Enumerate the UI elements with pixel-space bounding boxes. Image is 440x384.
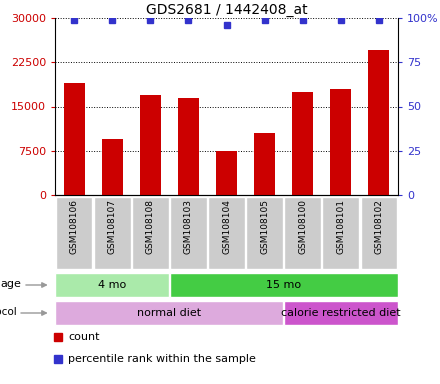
Bar	[330, 89, 351, 195]
Bar	[56, 197, 92, 268]
Text: GSM108103: GSM108103	[184, 199, 193, 254]
Bar	[170, 197, 207, 268]
Text: GSM108108: GSM108108	[146, 199, 155, 254]
Bar	[292, 92, 313, 195]
Text: GSM108102: GSM108102	[374, 199, 383, 253]
Bar	[208, 197, 245, 268]
Text: GSM108104: GSM108104	[222, 199, 231, 253]
Text: normal diet: normal diet	[137, 308, 202, 318]
Bar	[323, 197, 359, 268]
Text: 15 mo: 15 mo	[266, 280, 301, 290]
Text: GSM108105: GSM108105	[260, 199, 269, 254]
Text: GSM108101: GSM108101	[336, 199, 345, 254]
Bar	[140, 95, 161, 195]
Text: calorie restricted diet: calorie restricted diet	[281, 308, 401, 318]
Text: percentile rank within the sample: percentile rank within the sample	[68, 354, 256, 364]
Bar	[132, 197, 169, 268]
Bar	[55, 301, 283, 325]
Text: GSM108100: GSM108100	[298, 199, 307, 254]
Text: protocol: protocol	[0, 308, 17, 318]
Bar	[216, 151, 237, 195]
Title: GDS2681 / 1442408_at: GDS2681 / 1442408_at	[146, 3, 307, 17]
Bar	[368, 50, 389, 195]
Text: GSM108107: GSM108107	[108, 199, 117, 254]
Bar	[360, 197, 397, 268]
Bar	[246, 197, 283, 268]
Bar	[284, 197, 321, 268]
Bar	[94, 197, 131, 268]
Text: 4 mo: 4 mo	[98, 280, 126, 290]
Bar	[102, 139, 123, 195]
Bar	[63, 83, 84, 195]
Bar	[284, 301, 398, 325]
Text: age: age	[0, 280, 21, 290]
Text: GSM108106: GSM108106	[70, 199, 79, 254]
Bar	[178, 98, 199, 195]
Bar	[55, 273, 169, 297]
Bar	[254, 133, 275, 195]
Text: count: count	[68, 332, 100, 342]
Bar	[170, 273, 398, 297]
